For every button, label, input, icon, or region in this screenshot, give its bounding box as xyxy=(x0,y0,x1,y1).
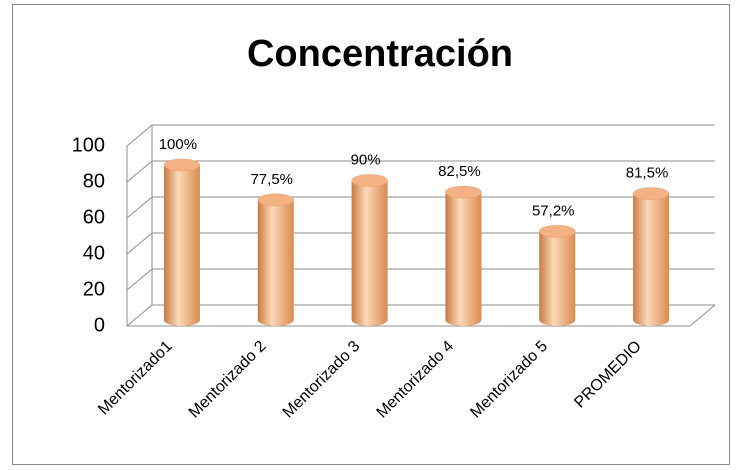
bar-top xyxy=(539,225,576,238)
bar xyxy=(257,193,294,326)
y-tick-label: 60 xyxy=(83,206,105,228)
bar xyxy=(163,158,201,326)
value-label: 82,5% xyxy=(438,163,481,180)
value-label: 100% xyxy=(159,136,197,153)
y-tick-label: 0 xyxy=(94,314,105,336)
bar-top xyxy=(632,187,670,200)
value-label: 77,5% xyxy=(250,171,293,188)
bar-body xyxy=(539,231,576,326)
bar xyxy=(445,185,482,326)
value-label: 90% xyxy=(351,151,381,168)
bar-body xyxy=(633,193,670,326)
bar-top xyxy=(351,174,388,187)
bar-body xyxy=(257,199,294,326)
y-tick-label: 40 xyxy=(83,242,105,264)
bar xyxy=(351,174,388,326)
y-tick-label: 80 xyxy=(83,170,105,192)
floor xyxy=(126,125,716,327)
bar-top xyxy=(163,158,201,172)
bar-body xyxy=(445,192,482,326)
value-label: 57,2% xyxy=(532,202,575,219)
bar-top xyxy=(257,193,294,207)
bar-top xyxy=(445,185,482,199)
bar xyxy=(539,225,576,326)
bar-body xyxy=(351,180,388,326)
chart-title: Concentración xyxy=(247,33,513,75)
value-label: 81,5% xyxy=(626,165,669,182)
bar xyxy=(632,187,670,326)
bar-body xyxy=(163,165,200,326)
y-tick-label: 20 xyxy=(83,278,105,300)
y-tick-label: 100 xyxy=(72,134,105,156)
